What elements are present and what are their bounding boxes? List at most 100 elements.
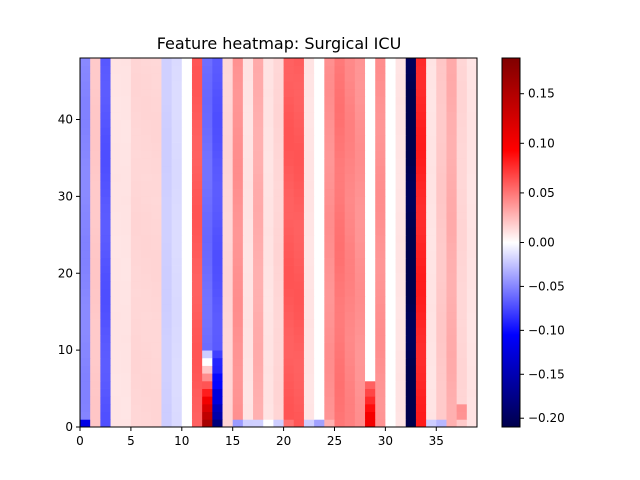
- heatmap-cell: [375, 273, 386, 282]
- heatmap-cell: [385, 273, 396, 282]
- heatmap-cell: [151, 265, 162, 274]
- heatmap-cell: [303, 165, 315, 174]
- heatmap-cell: [171, 257, 183, 266]
- heatmap-cell: [202, 265, 213, 274]
- heatmap-cell: [314, 88, 325, 97]
- heatmap-cell: [293, 58, 305, 67]
- heatmap-cell: [130, 157, 142, 167]
- heatmap-cell: [354, 181, 366, 190]
- heatmap-cell: [161, 380, 173, 389]
- heatmap-cell: [466, 403, 478, 413]
- heatmap-cell: [253, 388, 264, 397]
- heatmap-cell: [242, 411, 254, 420]
- heatmap-cell: [466, 380, 478, 389]
- heatmap-cell: [456, 296, 468, 305]
- heatmap-cell: [293, 419, 305, 428]
- heatmap-cell: [202, 211, 213, 220]
- heatmap-cell: [303, 196, 315, 205]
- heatmap-cell: [446, 58, 458, 67]
- heatmap-cell: [212, 111, 223, 120]
- heatmap-cell: [365, 327, 376, 336]
- heatmap-cell: [395, 265, 407, 274]
- heatmap-cell: [303, 280, 315, 290]
- heatmap-cell: [293, 81, 305, 90]
- heatmap-cell: [202, 327, 213, 336]
- heatmap-cell: [232, 150, 244, 159]
- heatmap-cell: [415, 396, 427, 405]
- heatmap-cell: [171, 119, 183, 128]
- heatmap-cell: [395, 134, 407, 143]
- heatmap-cell: [141, 319, 152, 328]
- heatmap-cell: [263, 196, 274, 205]
- heatmap-cell: [446, 81, 458, 90]
- heatmap-cell: [161, 96, 173, 105]
- heatmap-cell: [100, 288, 111, 297]
- heatmap-cell: [426, 373, 437, 382]
- heatmap-cell: [324, 96, 335, 105]
- heatmap-cell: [232, 58, 244, 67]
- heatmap-cell: [446, 104, 458, 113]
- heatmap-cell: [273, 334, 284, 343]
- heatmap-cell: [466, 242, 478, 251]
- heatmap-cell: [283, 288, 295, 297]
- heatmap-cell: [80, 357, 91, 366]
- heatmap-cell: [151, 65, 162, 74]
- heatmap-cell: [110, 96, 122, 105]
- heatmap-cell: [426, 334, 437, 343]
- heatmap-cell: [365, 288, 376, 297]
- heatmap-cell: [151, 403, 162, 413]
- heatmap-cell: [415, 273, 427, 282]
- heatmap-cell: [120, 419, 132, 428]
- heatmap-cell: [354, 73, 366, 82]
- heatmap-cell: [151, 357, 162, 366]
- heatmap-cell: [466, 81, 478, 90]
- heatmap-cell: [415, 296, 427, 305]
- heatmap-cell: [303, 311, 315, 320]
- heatmap-cell: [263, 296, 274, 305]
- heatmap-cell: [354, 311, 366, 320]
- heatmap-cell: [466, 411, 478, 420]
- heatmap-cell: [456, 373, 468, 382]
- y-tick-label: 10: [58, 343, 73, 357]
- heatmap-cell: [232, 396, 244, 405]
- heatmap-cell: [466, 373, 478, 382]
- heatmap-cell: [263, 104, 274, 113]
- heatmap-cell: [120, 173, 132, 182]
- heatmap-cell: [385, 211, 396, 220]
- heatmap-cell: [80, 142, 91, 151]
- heatmap-cell: [395, 311, 407, 320]
- heatmap-cell: [222, 211, 234, 220]
- heatmap-cell: [202, 227, 213, 236]
- heatmap-cell: [202, 373, 213, 382]
- heatmap-cell: [191, 127, 203, 136]
- heatmap-cell: [426, 403, 437, 413]
- heatmap-cell: [375, 365, 386, 374]
- heatmap-cell: [324, 296, 335, 305]
- heatmap-cell: [365, 319, 376, 328]
- heatmap-cell: [395, 204, 407, 213]
- heatmap-cell: [242, 157, 254, 167]
- heatmap-cell: [151, 88, 162, 97]
- heatmap-cell: [120, 327, 132, 336]
- heatmap-cell: [334, 250, 346, 259]
- heatmap-cell: [80, 319, 91, 328]
- heatmap-cell: [344, 181, 356, 190]
- heatmap-cell: [314, 280, 325, 290]
- heatmap-cell: [293, 188, 305, 197]
- heatmap-cell: [191, 357, 203, 366]
- heatmap-cell: [334, 173, 346, 182]
- heatmap-cell: [365, 242, 376, 251]
- heatmap-cell: [283, 304, 295, 313]
- heatmap-cell: [456, 319, 468, 328]
- heatmap-cell: [232, 342, 244, 351]
- heatmap-cell: [324, 58, 335, 67]
- heatmap-cell: [375, 165, 386, 174]
- heatmap-cell: [395, 403, 407, 413]
- heatmap-cell: [365, 181, 376, 190]
- heatmap-cell: [436, 173, 447, 182]
- heatmap-cell: [161, 357, 173, 366]
- heatmap-cell: [171, 165, 183, 174]
- heatmap-cell: [222, 250, 234, 259]
- heatmap-cell: [314, 227, 325, 236]
- heatmap-cell: [171, 334, 183, 343]
